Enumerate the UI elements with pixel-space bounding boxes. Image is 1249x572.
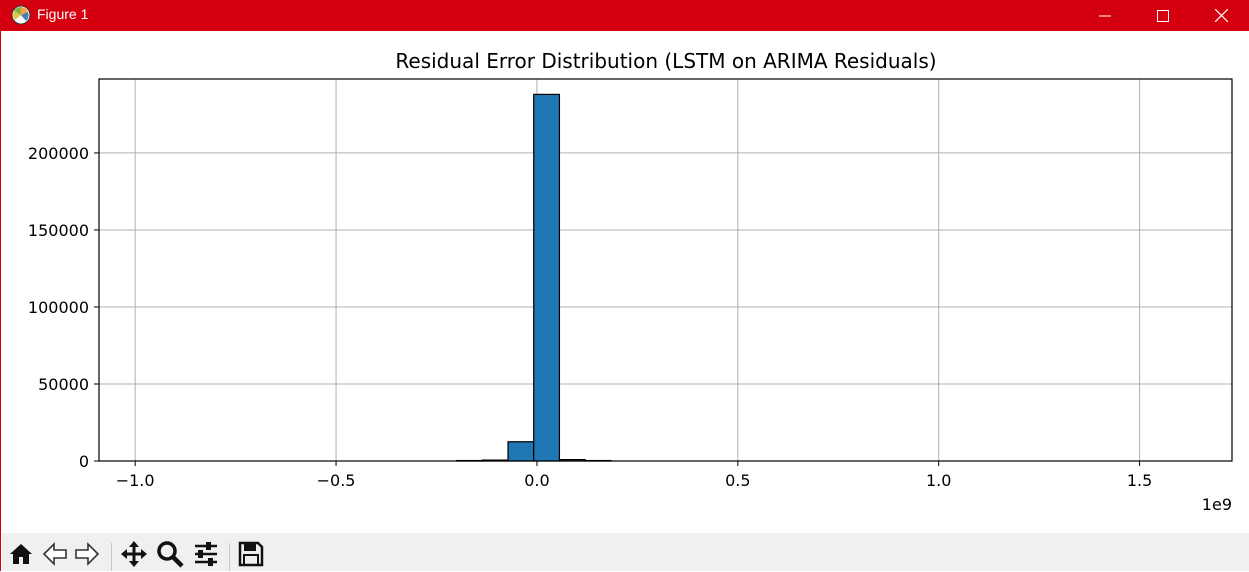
- close-button[interactable]: [1198, 0, 1244, 31]
- y-tick-label: 200000: [28, 144, 89, 163]
- y-tick-label: 100000: [28, 298, 89, 317]
- x-tick-label: 0.5: [725, 471, 750, 490]
- zoom-button[interactable]: [155, 541, 185, 571]
- forward-icon: [74, 541, 100, 571]
- histogram-bar: [508, 442, 534, 461]
- figure-canvas[interactable]: Residual Error Distribution (LSTM on ARI…: [2, 31, 1249, 533]
- title-bar[interactable]: Figure 1: [1, 0, 1249, 31]
- histogram-bar: [534, 94, 560, 461]
- x-tick-label: −1.0: [116, 471, 155, 490]
- y-tick-label: 50000: [38, 375, 89, 394]
- navigation-toolbar: [2, 533, 1249, 571]
- back-icon: [42, 541, 68, 571]
- home-button[interactable]: [6, 541, 36, 571]
- pan-icon: [120, 540, 148, 572]
- y-tick-label: 150000: [28, 221, 89, 240]
- save-icon: [238, 541, 264, 571]
- minimize-button[interactable]: [1082, 0, 1128, 31]
- forward-button[interactable]: [72, 541, 102, 571]
- close-icon: [1215, 9, 1228, 22]
- maximize-button[interactable]: [1140, 0, 1186, 31]
- axes-frame: [99, 79, 1232, 461]
- pan-button[interactable]: [119, 541, 149, 571]
- home-icon: [8, 541, 34, 571]
- toolbar-separator: [111, 543, 112, 571]
- histogram-chart: Residual Error Distribution (LSTM on ARI…: [2, 31, 1249, 533]
- x-tick-label: 1.5: [1127, 471, 1152, 490]
- toolbar-separator: [229, 543, 230, 571]
- y-tick-label: 0: [79, 452, 89, 471]
- window-title: Figure 1: [37, 6, 88, 22]
- configure-subplots-icon: [192, 540, 220, 572]
- minimize-icon: [1099, 10, 1111, 22]
- grid-lines: [99, 79, 1232, 461]
- y-axis-ticks: 0 50000 100000 150000 200000: [28, 144, 99, 471]
- maximize-icon: [1157, 10, 1169, 22]
- matplotlib-icon: [11, 5, 31, 25]
- back-button[interactable]: [40, 541, 70, 571]
- x-axis-offset-label: 1e9: [1202, 495, 1232, 514]
- save-button[interactable]: [236, 541, 266, 571]
- histogram-bars: [457, 94, 611, 461]
- x-axis-ticks: −1.0 −0.5 0.0 0.5 1.0 1.5: [116, 461, 1153, 490]
- zoom-icon: [156, 540, 184, 572]
- x-tick-label: 1.0: [926, 471, 951, 490]
- x-tick-label: −0.5: [317, 471, 356, 490]
- chart-title: Residual Error Distribution (LSTM on ARI…: [395, 49, 936, 73]
- configure-subplots-button[interactable]: [191, 541, 221, 571]
- x-tick-label: 0.0: [524, 471, 549, 490]
